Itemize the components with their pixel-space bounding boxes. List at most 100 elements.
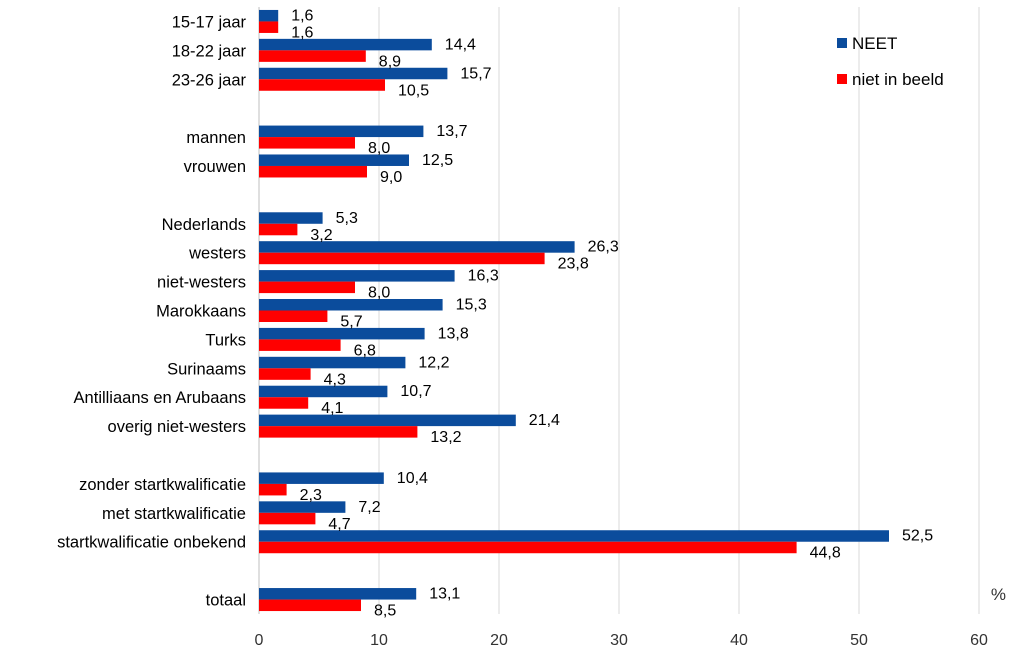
value-label-neet-5: 12,5 (422, 152, 453, 169)
bar-neet-8 (259, 241, 575, 253)
value-label-neet-9: 16,3 (468, 268, 499, 285)
bar-niet-in-beeld-16 (259, 483, 287, 496)
bar-niet-in-beeld-17 (259, 512, 316, 525)
bar-neet-12 (259, 356, 406, 369)
category-label-20: totaal (206, 592, 246, 610)
value-label-niet-in-beeld-17: 4,7 (328, 516, 350, 533)
category-label-14: overig niet-westers (108, 418, 246, 436)
value-label-niet-in-beeld-5: 9,0 (380, 169, 402, 186)
value-label-niet-in-beeld-16: 2,3 (300, 487, 322, 504)
x-tick-label-2: 20 (490, 632, 508, 649)
category-label-16: zonder startkwalificatie (79, 476, 246, 494)
value-label-neet-11: 13,8 (438, 325, 469, 342)
value-label-niet-in-beeld-1: 8,9 (379, 53, 401, 70)
bar-niet-in-beeld-10 (259, 310, 328, 322)
value-label-neet-0: 1,6 (291, 7, 313, 24)
value-label-niet-in-beeld-0: 1,6 (291, 24, 313, 41)
legend-label-niet-in-beeld: niet in beeld (852, 70, 944, 89)
value-label-neet-2: 15,7 (460, 65, 491, 82)
category-label-8: westers (188, 245, 246, 263)
x-tick-label-3: 30 (610, 632, 628, 649)
category-label-4: mannen (186, 129, 246, 147)
bar-neet-10 (259, 299, 443, 311)
value-label-niet-in-beeld-10: 5,7 (340, 314, 362, 331)
bar-niet-in-beeld-20 (259, 599, 361, 612)
legend-swatch-neet (837, 38, 847, 48)
category-label-2: 23-26 jaar (172, 71, 247, 89)
value-label-neet-10: 15,3 (456, 297, 487, 314)
bar-neet-7 (259, 212, 323, 224)
value-label-niet-in-beeld-11: 6,8 (354, 342, 376, 359)
category-label-17: met startkwalificatie (102, 505, 246, 523)
category-label-5: vrouwen (184, 158, 246, 176)
x-tick-label-6: 60 (970, 632, 988, 649)
bar-neet-2 (259, 67, 448, 80)
bar-niet-in-beeld-7 (259, 223, 298, 236)
bar-neet-9 (259, 270, 455, 282)
bar-neet-5 (259, 154, 409, 166)
value-label-neet-13: 10,7 (400, 383, 431, 400)
value-label-niet-in-beeld-18: 44,8 (810, 545, 841, 562)
x-tick-label-5: 50 (850, 632, 868, 649)
bar-neet-14 (259, 414, 516, 427)
bar-neet-17 (259, 501, 346, 513)
bar-niet-in-beeld-11 (259, 339, 341, 351)
bar-neet-13 (259, 385, 388, 398)
value-label-niet-in-beeld-20: 8,5 (374, 603, 396, 620)
legend: NEET niet in beeld (837, 34, 944, 89)
category-labels: 15-17 jaar 18-22 jaar 23-26 jaar mannen vrou… (57, 13, 246, 609)
bar-niet-in-beeld-9 (259, 281, 355, 294)
value-label-niet-in-beeld-2: 10,5 (398, 82, 429, 99)
bar-niet-in-beeld-14 (259, 426, 418, 438)
value-label-neet-16: 10,4 (397, 470, 428, 487)
value-label-niet-in-beeld-13: 4,1 (321, 400, 343, 417)
value-label-niet-in-beeld-12: 4,3 (324, 371, 346, 388)
legend-label-neet: NEET (852, 34, 897, 53)
category-label-12: Surinaams (167, 360, 246, 378)
bar-neet-20 (259, 588, 417, 600)
value-label-neet-12: 12,2 (418, 354, 449, 371)
value-label-neet-8: 26,3 (588, 239, 619, 256)
value-label-niet-in-beeld-4: 8,0 (368, 140, 390, 157)
bar-niet-in-beeld-13 (259, 397, 309, 409)
legend-swatch-niet-in-beeld (837, 74, 847, 84)
bar-neet-11 (259, 327, 425, 340)
category-label-18: startkwalificatie onbekend (57, 534, 246, 552)
value-label-neet-20: 13,1 (429, 586, 460, 603)
value-label-niet-in-beeld-9: 8,0 (368, 285, 390, 302)
category-label-0: 15-17 jaar (172, 13, 247, 31)
bar-niet-in-beeld-18 (259, 541, 797, 554)
value-label-neet-17: 7,2 (358, 499, 380, 516)
bars (259, 9, 889, 612)
bar-niet-in-beeld-2 (259, 79, 385, 91)
bar-niet-in-beeld-4 (259, 137, 355, 149)
bar-neet-18 (259, 530, 889, 542)
bar-neet-16 (259, 472, 384, 484)
value-label-neet-18: 52,5 (902, 528, 933, 545)
bar-neet-1 (259, 38, 432, 51)
category-label-9: niet-westers (157, 274, 246, 292)
value-labels: 1,61,6 14,4 8,9 15,7 10,5 13,7 8,0 12,5 9,0 5,33,… (291, 7, 933, 619)
x-tick-label-4: 40 (730, 632, 748, 649)
bar-niet-in-beeld-5 (259, 165, 367, 178)
bar-neet-4 (259, 125, 424, 138)
value-label-niet-in-beeld-14: 13,2 (430, 429, 461, 446)
bar-niet-in-beeld-8 (259, 252, 545, 265)
value-label-niet-in-beeld-7: 3,2 (310, 227, 332, 244)
value-label-niet-in-beeld-8: 23,8 (558, 256, 589, 273)
x-axis-ticks: 0 10 20 30 40 50 60 (255, 632, 988, 649)
x-tick-label-0: 0 (255, 632, 264, 649)
gridlines (258, 7, 980, 614)
value-label-neet-7: 5,3 (336, 210, 358, 227)
value-label-neet-4: 13,7 (436, 123, 467, 140)
x-axis-unit: % (991, 585, 1006, 604)
bar-neet-0 (259, 9, 279, 22)
value-label-neet-14: 21,4 (529, 412, 560, 429)
bar-niet-in-beeld-12 (259, 368, 311, 380)
category-label-7: Nederlands (162, 216, 246, 234)
category-label-11: Turks (205, 331, 246, 349)
category-label-1: 18-22 jaar (172, 42, 247, 60)
x-tick-label-1: 10 (370, 632, 388, 649)
